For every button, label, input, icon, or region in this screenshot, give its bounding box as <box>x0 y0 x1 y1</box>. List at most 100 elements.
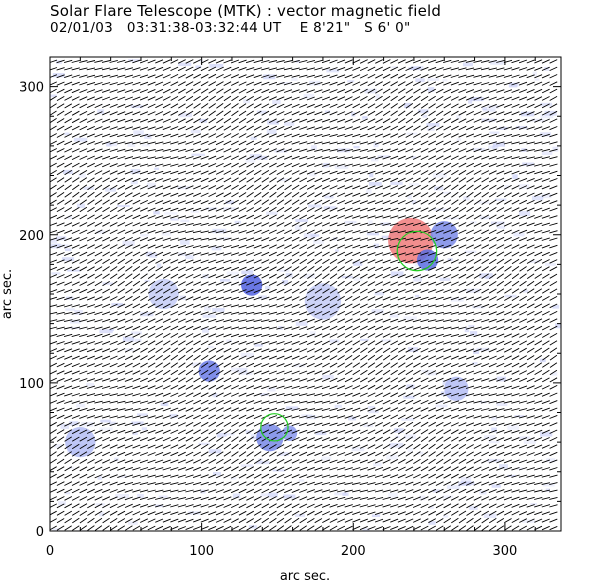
field-vector <box>541 133 550 138</box>
background-speckle <box>540 102 553 107</box>
field-vector <box>71 237 80 242</box>
field-vector <box>245 304 255 308</box>
field-vector <box>390 326 399 331</box>
field-vector <box>518 474 528 478</box>
field-vector <box>443 110 452 116</box>
field-vector <box>246 429 254 435</box>
field-vector <box>261 229 270 234</box>
field-vector <box>261 319 270 323</box>
field-vector <box>390 155 399 160</box>
field-vector <box>94 466 103 472</box>
field-vector <box>359 384 368 390</box>
field-vector <box>428 148 437 153</box>
field-vector <box>79 296 88 301</box>
field-vector <box>208 436 216 442</box>
field-vector <box>238 525 247 531</box>
field-vector <box>299 170 308 175</box>
field-vector <box>458 177 467 183</box>
field-vector <box>117 222 126 227</box>
field-vector <box>481 303 490 308</box>
field-vector <box>367 496 376 500</box>
field-vector <box>154 156 164 160</box>
field-vector <box>162 385 171 390</box>
field-vector <box>124 74 134 78</box>
field-vector <box>359 525 368 531</box>
field-vector <box>200 407 209 412</box>
field-vector <box>336 407 346 412</box>
field-vector <box>139 385 149 390</box>
background-speckle <box>209 63 224 68</box>
field-vector <box>208 318 217 323</box>
field-vector <box>79 488 88 494</box>
background-speckle <box>544 110 557 116</box>
field-vector <box>64 192 72 198</box>
background-speckle <box>373 243 379 249</box>
field-vector <box>231 199 239 205</box>
field-vector <box>50 429 57 435</box>
field-vector <box>322 518 330 523</box>
background-speckle <box>161 232 172 236</box>
field-vector <box>284 363 293 368</box>
field-vector <box>284 510 292 516</box>
field-vector <box>177 407 186 412</box>
field-vector <box>291 400 300 404</box>
field-vector <box>124 347 133 353</box>
field-vector <box>56 155 65 161</box>
field-vector <box>87 111 95 116</box>
field-vector <box>200 399 209 405</box>
field-vector <box>132 163 141 167</box>
field-vector <box>488 474 497 479</box>
field-vector <box>511 89 520 93</box>
field-vector <box>291 111 300 116</box>
background-speckle <box>529 260 540 263</box>
field-vector <box>359 192 368 197</box>
field-vector <box>322 295 330 301</box>
field-vector <box>518 133 528 138</box>
y-tick-label: 300 <box>19 81 44 96</box>
field-vector <box>382 459 391 464</box>
field-vector <box>246 407 255 412</box>
field-vector <box>511 156 520 160</box>
field-vector <box>413 443 421 450</box>
field-vector <box>102 474 111 479</box>
field-vector <box>276 259 285 264</box>
field-vector <box>155 437 164 442</box>
field-vector <box>261 488 270 494</box>
field-vector <box>71 304 80 308</box>
field-vector <box>193 436 201 442</box>
field-vector <box>466 133 475 138</box>
field-vector <box>56 304 65 308</box>
field-vector <box>238 281 247 286</box>
field-vector <box>534 325 543 331</box>
field-vector <box>101 393 111 397</box>
field-vector <box>413 429 421 435</box>
field-vector <box>162 66 171 71</box>
field-vector <box>246 510 255 516</box>
background-speckle <box>68 466 74 469</box>
field-vector <box>496 408 505 411</box>
field-vector <box>230 340 240 345</box>
field-vector <box>291 303 300 308</box>
field-vector <box>534 185 543 190</box>
field-vector <box>511 362 520 368</box>
field-vector <box>283 133 293 138</box>
field-vector <box>109 408 118 411</box>
field-vector <box>321 59 331 64</box>
field-vector <box>283 303 293 308</box>
field-vector <box>208 177 217 183</box>
field-vector <box>458 125 467 131</box>
field-vector <box>397 281 406 286</box>
field-vector <box>117 288 126 294</box>
field-vector <box>102 296 111 301</box>
field-vector <box>71 407 80 412</box>
field-vector <box>79 304 88 308</box>
field-vector <box>147 141 156 145</box>
field-vector <box>291 503 300 509</box>
field-vector <box>374 156 384 160</box>
field-vector <box>87 473 95 479</box>
field-vector <box>139 148 149 152</box>
background-speckle <box>128 521 138 525</box>
field-vector <box>321 377 331 382</box>
field-vector <box>177 207 187 212</box>
field-vector <box>397 252 406 256</box>
